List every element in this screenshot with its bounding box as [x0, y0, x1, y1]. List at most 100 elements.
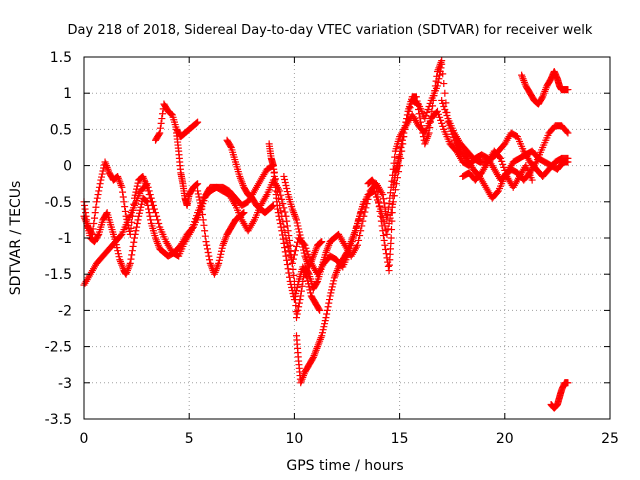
data-point-interp: [419, 129, 427, 137]
data-point-interp: [305, 283, 313, 291]
data-point-interp: [294, 280, 302, 288]
data-point-interp: [130, 238, 138, 246]
data-point-interp: [134, 216, 142, 224]
data-point: [564, 86, 572, 94]
data-point: [187, 227, 195, 235]
y-tick-label: -3.5: [45, 412, 72, 428]
data-point: [387, 234, 395, 242]
data-point-interp: [215, 256, 223, 264]
data-point-interp: [440, 102, 448, 110]
data-point-interp: [329, 280, 337, 288]
data-point-interp: [293, 310, 301, 318]
data-point-interp: [499, 160, 507, 168]
data-point-interp: [309, 355, 317, 363]
data-point-interp: [362, 204, 370, 212]
data-point-interp: [285, 269, 293, 277]
data-point-interp: [442, 109, 450, 117]
data-point-interp: [323, 310, 331, 318]
data-point-interp: [388, 209, 396, 217]
data-point-interp: [384, 210, 392, 218]
data-point-interp: [159, 110, 167, 118]
data-point: [377, 212, 385, 220]
data-point-interp: [376, 207, 384, 215]
data-point: [318, 332, 326, 340]
data-point-interp: [199, 216, 207, 224]
data-point: [194, 118, 202, 126]
data-point-interp: [443, 112, 451, 120]
y-tick-label: -1.5: [45, 267, 72, 283]
data-point-interp: [142, 197, 150, 205]
data-point-interp: [216, 253, 224, 261]
data-point-interp: [205, 252, 213, 260]
y-tick-label: 1.5: [50, 50, 72, 66]
data-point-interp: [129, 242, 137, 250]
data-point-interp: [403, 111, 411, 119]
y-tick-label: 0: [63, 159, 72, 175]
data-point-interp: [281, 208, 289, 216]
data-point-interp: [300, 246, 308, 254]
data-point: [396, 151, 404, 159]
data-point-interp: [293, 242, 301, 250]
data-point-interp: [441, 105, 449, 113]
data-point-interp: [372, 182, 380, 190]
data-point-interp: [501, 166, 509, 174]
data-point-interp: [413, 97, 421, 105]
data-point-interp: [206, 256, 214, 264]
data-point-interp: [378, 222, 386, 230]
data-point-interp: [398, 140, 406, 148]
data-point: [274, 205, 282, 213]
data-point-interp: [313, 279, 321, 287]
data-point-interp: [381, 203, 389, 211]
data-point-interp: [190, 218, 198, 226]
data-point: [130, 194, 138, 202]
data-point-interp: [374, 193, 382, 201]
data-point-interp: [325, 299, 333, 307]
data-point-interp: [147, 216, 155, 224]
data-point: [438, 96, 446, 104]
data-point: [290, 296, 298, 304]
data-point-interp: [192, 119, 200, 127]
data-point-interp: [155, 130, 163, 138]
x-tick-label: 25: [601, 431, 619, 447]
data-point-interp: [328, 286, 336, 294]
data-point-interp: [416, 114, 424, 122]
data-point-interp: [283, 188, 291, 196]
data-point-interp: [91, 214, 99, 222]
data-point-interp: [327, 289, 335, 297]
data-point-interp: [287, 280, 295, 288]
data-point-interp: [396, 147, 404, 155]
data-point-interp: [193, 119, 201, 127]
data-point-interp: [298, 240, 306, 248]
data-point: [497, 154, 505, 162]
data-point-interp: [133, 223, 141, 231]
data-point-interp: [88, 229, 96, 237]
data-point-interp: [402, 118, 410, 126]
data-point-interp: [284, 265, 292, 273]
data-point-interp: [289, 255, 297, 263]
data-point-interp: [275, 212, 283, 220]
data-point-interp: [424, 105, 432, 113]
data-point-interp: [292, 290, 300, 298]
data-point-interp: [218, 244, 226, 252]
data-point-interp: [283, 238, 291, 246]
data-point-interp: [379, 232, 387, 240]
data-point-interp: [168, 110, 176, 118]
data-point: [126, 230, 134, 238]
chart-title: Day 218 of 2018, Sidereal Day-to-day VTE…: [68, 23, 593, 38]
data-point-interp: [283, 222, 291, 230]
data-point-interp: [493, 188, 501, 196]
data-point-interp: [307, 289, 315, 297]
data-point-interp: [290, 271, 298, 279]
data-point: [564, 154, 572, 162]
data-point-interp: [299, 243, 307, 251]
data-point-interp: [132, 227, 140, 235]
data-point-interp: [269, 202, 277, 210]
data-point-interp: [384, 262, 392, 270]
data-point-interp: [189, 221, 197, 229]
data-point-interp: [291, 293, 299, 301]
data-point: [282, 252, 290, 260]
data-point-interp: [373, 188, 381, 196]
data-point-interp: [439, 99, 447, 107]
data-point-interp: [239, 209, 247, 217]
